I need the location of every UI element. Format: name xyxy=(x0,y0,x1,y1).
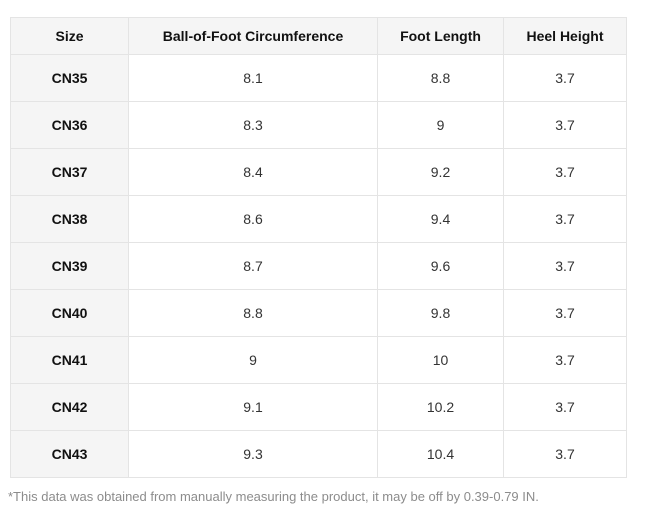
size-chart-page: Size Ball-of-Foot Circumference Foot Len… xyxy=(8,17,627,504)
table-row: CN36 8.3 9 3.7 xyxy=(10,101,627,149)
size-cell: CN35 xyxy=(10,54,129,102)
size-cell: CN40 xyxy=(10,289,129,337)
value-cell: 3.7 xyxy=(503,289,627,337)
table-row: CN37 8.4 9.2 3.7 xyxy=(10,148,627,196)
value-cell: 8.4 xyxy=(128,148,378,196)
size-cell: CN36 xyxy=(10,101,129,149)
size-cell: CN39 xyxy=(10,242,129,290)
value-cell: 9.2 xyxy=(377,148,504,196)
value-cell: 8.3 xyxy=(128,101,378,149)
size-cell: CN38 xyxy=(10,195,129,243)
table-row: CN39 8.7 9.6 3.7 xyxy=(10,242,627,290)
value-cell: 8.7 xyxy=(128,242,378,290)
value-cell: 9.8 xyxy=(377,289,504,337)
column-header-foot-length: Foot Length xyxy=(377,17,504,55)
value-cell: 10 xyxy=(377,336,504,384)
size-table-body: CN35 8.1 8.8 3.7 CN36 8.3 9 3.7 CN37 8.4 9.2 3.7 CN3… xyxy=(10,54,627,478)
value-cell: 3.7 xyxy=(503,101,627,149)
column-header-ball-of-foot-circumference: Ball-of-Foot Circumference xyxy=(128,17,378,55)
size-cell: CN37 xyxy=(10,148,129,196)
size-cell: CN41 xyxy=(10,336,129,384)
column-header-size: Size xyxy=(10,17,129,55)
value-cell: 8.6 xyxy=(128,195,378,243)
table-row: CN35 8.1 8.8 3.7 xyxy=(10,54,627,102)
value-cell: 8.1 xyxy=(128,54,378,102)
value-cell: 3.7 xyxy=(503,242,627,290)
table-row: CN40 8.8 9.8 3.7 xyxy=(10,289,627,337)
table-row: CN38 8.6 9.4 3.7 xyxy=(10,195,627,243)
table-row: CN42 9.1 10.2 3.7 xyxy=(10,383,627,431)
value-cell: 3.7 xyxy=(503,336,627,384)
table-row: CN41 9 10 3.7 xyxy=(10,336,627,384)
value-cell: 8.8 xyxy=(377,54,504,102)
value-cell: 10.4 xyxy=(377,430,504,478)
size-cell: CN43 xyxy=(10,430,129,478)
value-cell: 8.8 xyxy=(128,289,378,337)
size-chart-table: Size Ball-of-Foot Circumference Foot Len… xyxy=(10,17,627,478)
value-cell: 10.2 xyxy=(377,383,504,431)
value-cell: 3.7 xyxy=(503,54,627,102)
value-cell: 9 xyxy=(377,101,504,149)
measurement-disclaimer: *This data was obtained from manually me… xyxy=(8,489,539,504)
header-row: Size Ball-of-Foot Circumference Foot Len… xyxy=(10,17,627,55)
table-row: CN43 9.3 10.4 3.7 xyxy=(10,430,627,478)
value-cell: 9.6 xyxy=(377,242,504,290)
value-cell: 9.1 xyxy=(128,383,378,431)
column-header-heel-height: Heel Height xyxy=(503,17,627,55)
value-cell: 3.7 xyxy=(503,148,627,196)
value-cell: 3.7 xyxy=(503,383,627,431)
size-cell: CN42 xyxy=(10,383,129,431)
value-cell: 9.3 xyxy=(128,430,378,478)
value-cell: 3.7 xyxy=(503,430,627,478)
value-cell: 9 xyxy=(128,336,378,384)
value-cell: 9.4 xyxy=(377,195,504,243)
value-cell: 3.7 xyxy=(503,195,627,243)
